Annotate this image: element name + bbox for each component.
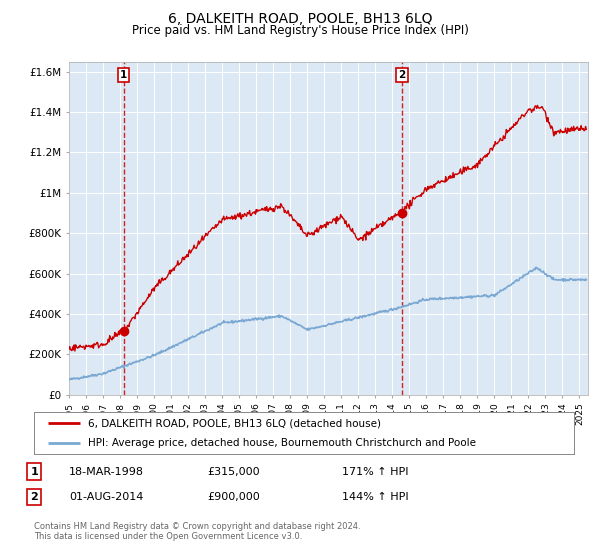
- Text: 171% ↑ HPI: 171% ↑ HPI: [342, 466, 409, 477]
- Text: 18-MAR-1998: 18-MAR-1998: [69, 466, 144, 477]
- Text: HPI: Average price, detached house, Bournemouth Christchurch and Poole: HPI: Average price, detached house, Bour…: [88, 438, 476, 448]
- Text: Contains HM Land Registry data © Crown copyright and database right 2024.
This d: Contains HM Land Registry data © Crown c…: [34, 522, 361, 542]
- Text: 2: 2: [31, 492, 38, 502]
- Text: £900,000: £900,000: [207, 492, 260, 502]
- Text: 1: 1: [31, 466, 38, 477]
- Text: 1: 1: [120, 70, 127, 80]
- Text: 2: 2: [398, 70, 406, 80]
- Text: 01-AUG-2014: 01-AUG-2014: [69, 492, 143, 502]
- Text: Price paid vs. HM Land Registry's House Price Index (HPI): Price paid vs. HM Land Registry's House …: [131, 24, 469, 37]
- Text: 6, DALKEITH ROAD, POOLE, BH13 6LQ: 6, DALKEITH ROAD, POOLE, BH13 6LQ: [168, 12, 432, 26]
- Text: 144% ↑ HPI: 144% ↑ HPI: [342, 492, 409, 502]
- Text: £315,000: £315,000: [207, 466, 260, 477]
- Text: 6, DALKEITH ROAD, POOLE, BH13 6LQ (detached house): 6, DALKEITH ROAD, POOLE, BH13 6LQ (detac…: [88, 418, 381, 428]
